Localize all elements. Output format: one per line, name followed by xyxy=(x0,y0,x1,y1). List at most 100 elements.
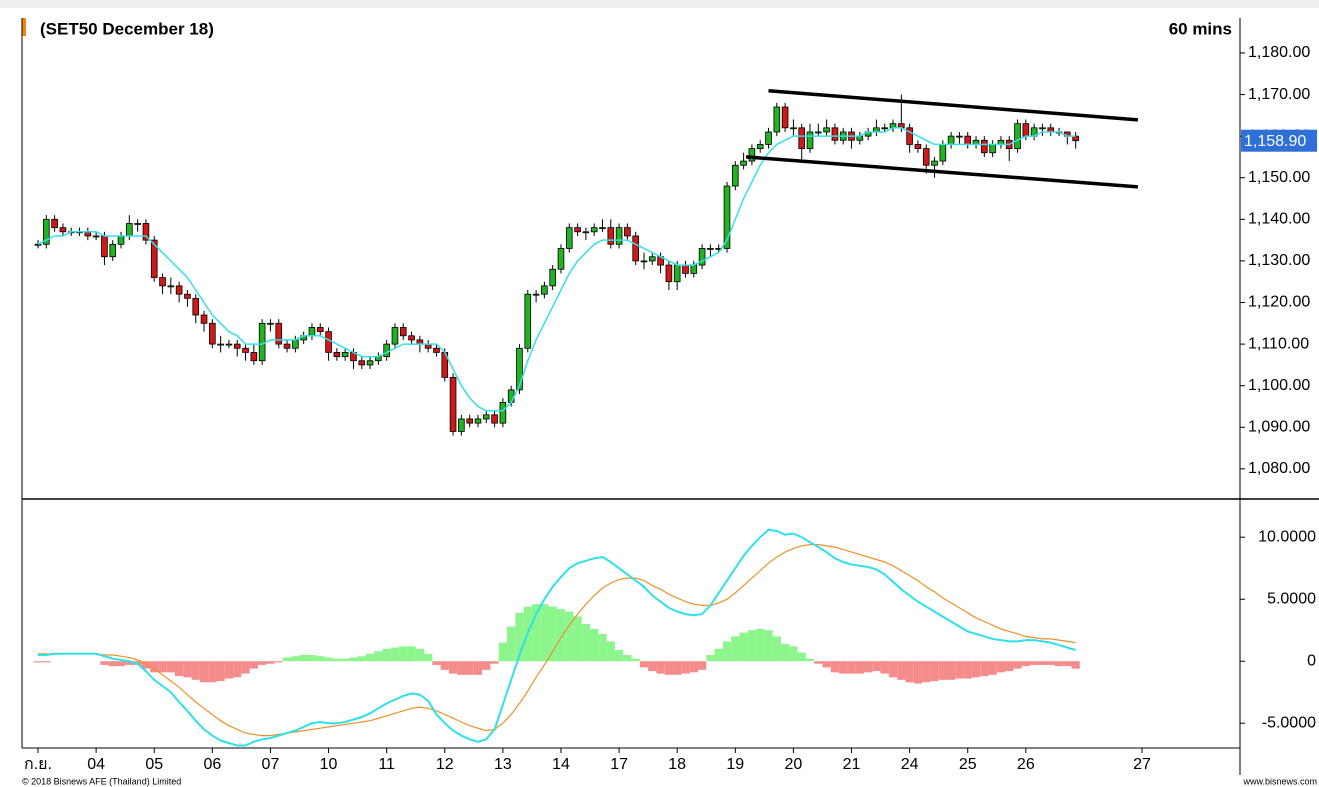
candle-body xyxy=(491,414,498,424)
histogram-bar xyxy=(780,643,790,662)
candle-body xyxy=(233,343,241,349)
histogram-bar xyxy=(100,661,109,665)
histogram-bar xyxy=(639,661,649,668)
candle-body xyxy=(1022,123,1030,137)
histogram-bar xyxy=(623,655,632,662)
candle-body xyxy=(92,235,100,238)
histogram-bar xyxy=(863,661,873,673)
histogram-bar xyxy=(357,656,366,662)
histogram-bar xyxy=(648,661,657,672)
candle-body xyxy=(59,227,67,233)
histogram-bar xyxy=(299,655,308,662)
candle-body xyxy=(698,248,706,266)
histogram-bar xyxy=(482,661,491,670)
candle-body xyxy=(557,248,565,270)
histogram-bar xyxy=(531,604,541,662)
x-tick-label: 17 xyxy=(610,756,628,773)
histogram-bar xyxy=(498,642,508,662)
histogram-bar xyxy=(116,661,126,667)
candle-body xyxy=(275,322,283,345)
candle-body xyxy=(640,260,648,263)
histogram-bar xyxy=(374,651,383,662)
histogram-bar xyxy=(673,661,682,675)
histogram-bar xyxy=(847,661,856,674)
histogram-bar xyxy=(590,628,599,662)
candle-body xyxy=(258,322,266,362)
candle-body xyxy=(209,322,216,345)
histogram-bar xyxy=(307,655,317,662)
histogram-bar xyxy=(490,661,499,664)
top-strip xyxy=(0,0,1319,8)
candle-body xyxy=(541,285,548,295)
histogram-bar xyxy=(938,661,947,680)
histogram-bar xyxy=(930,661,939,682)
histogram-bar xyxy=(739,632,748,662)
x-tick-label: 12 xyxy=(436,756,454,773)
candle-body xyxy=(134,223,141,225)
histogram-bar xyxy=(706,655,715,662)
candle-body xyxy=(964,135,972,145)
trend-line xyxy=(768,89,1139,122)
histogram-bar xyxy=(888,661,898,678)
y-tick-label: 1,100.00 xyxy=(1248,377,1310,394)
histogram-bar xyxy=(241,661,250,674)
y-tick-label: 1,150.00 xyxy=(1248,169,1310,186)
chart-title: (SET50 December 18) xyxy=(40,19,214,38)
histogram-bar xyxy=(257,661,267,665)
candle-body xyxy=(391,327,399,345)
x-tick-label: 19 xyxy=(726,756,744,773)
candle-body xyxy=(524,293,532,349)
candle-body xyxy=(549,268,556,287)
candle-body xyxy=(532,293,540,296)
candle-body xyxy=(790,127,797,130)
histogram-bar xyxy=(349,657,358,662)
histogram-bar xyxy=(1046,661,1055,665)
histogram-bar xyxy=(382,648,391,662)
candle-body xyxy=(956,135,963,138)
histogram-bar xyxy=(1021,661,1030,667)
histogram-bar xyxy=(1005,661,1014,672)
x-tick-label: 13 xyxy=(494,756,512,773)
histogram-bar xyxy=(266,661,275,664)
histogram-bar xyxy=(432,661,441,665)
histogram-bar xyxy=(424,653,433,662)
candle-body xyxy=(748,148,756,162)
y2-tick-label: 0 xyxy=(1307,652,1316,669)
candle-body xyxy=(740,160,747,166)
histogram-bar xyxy=(855,661,864,674)
histogram-bar xyxy=(548,606,557,662)
histogram-bar xyxy=(473,661,483,675)
histogram-bar xyxy=(830,661,840,673)
histogram-bar xyxy=(249,661,258,669)
y-tick-label: 1,180.00 xyxy=(1248,44,1310,61)
histogram-bar xyxy=(233,661,242,678)
candle-body xyxy=(773,106,781,133)
candle-body xyxy=(458,418,465,432)
y-tick-label: 1,130.00 xyxy=(1248,252,1310,269)
candle-body xyxy=(308,327,316,337)
histogram-bar xyxy=(158,661,167,673)
candle-body xyxy=(408,335,415,341)
last-price-label: 1,158.90 xyxy=(1244,133,1306,150)
candle-body xyxy=(150,239,158,278)
last-price-box xyxy=(1241,129,1317,152)
x-tick-label: 26 xyxy=(1017,756,1035,773)
histogram-bar xyxy=(797,652,806,662)
candle-body xyxy=(267,322,274,325)
histogram-bar xyxy=(1038,661,1047,665)
candle-body xyxy=(981,139,988,154)
candle-body xyxy=(922,148,930,166)
candle-body xyxy=(383,343,390,357)
candle-body xyxy=(756,144,764,150)
candle-body xyxy=(798,127,806,150)
histogram-bar xyxy=(390,647,400,662)
x-tick-label: 05 xyxy=(145,756,163,773)
candle-body xyxy=(43,218,50,245)
histogram-bar xyxy=(1054,661,1064,667)
candle-body xyxy=(358,360,366,366)
candle-body xyxy=(159,277,166,287)
histogram-bar xyxy=(714,648,723,662)
histogram-bar xyxy=(166,661,175,673)
candle-body xyxy=(225,343,233,346)
